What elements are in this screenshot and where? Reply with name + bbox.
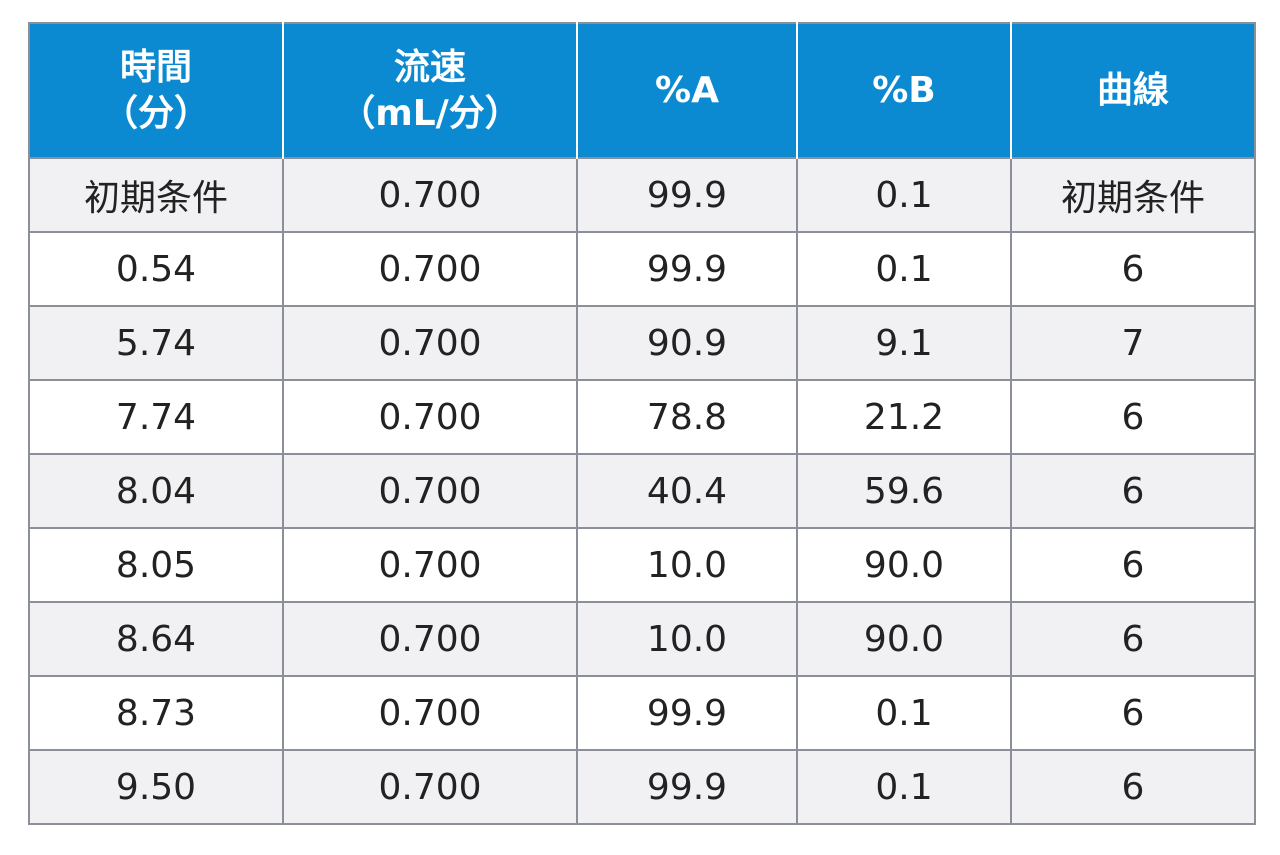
percent-b-cell: 21.2	[796, 379, 1012, 455]
header-percent-a-label: %A	[655, 69, 719, 111]
header-flow-rate: 流速 （mL/分）	[282, 22, 578, 158]
time-cell: 5.74	[28, 305, 284, 381]
flow-rate-cell: 0.700	[282, 231, 578, 307]
percent-a-cell: 90.9	[576, 305, 798, 381]
table-body: 初期条件 0.700 99.9 0.1 初期条件 0.54 0.700 99.9 0.1 6 5.7…	[28, 157, 1256, 825]
percent-a-cell: 99.9	[576, 231, 798, 307]
curve-cell: 6	[1010, 749, 1256, 825]
percent-a-cell: 78.8	[576, 379, 798, 455]
time-cell: 8.64	[28, 601, 284, 677]
header-percent-b-label: %B	[872, 69, 936, 111]
percent-b-cell: 90.0	[796, 601, 1012, 677]
time-cell: 8.05	[28, 527, 284, 603]
header-curve-label: 曲線	[1096, 69, 1169, 111]
percent-b-cell: 0.1	[796, 231, 1012, 307]
flow-rate-cell: 0.700	[282, 157, 578, 233]
curve-cell: 6	[1010, 675, 1256, 751]
curve-cell: 初期条件	[1010, 157, 1256, 233]
percent-a-cell: 99.9	[576, 157, 798, 233]
header-flow-rate-label: 流速	[393, 46, 466, 88]
flow-rate-cell: 0.700	[282, 749, 578, 825]
percent-b-cell: 9.1	[796, 305, 1012, 381]
table-row: 7.74 0.700 78.8 21.2 6	[28, 379, 1256, 455]
table-row: 8.64 0.700 10.0 90.0 6	[28, 601, 1256, 677]
header-time: 時間 （分）	[28, 22, 284, 158]
percent-a-cell: 10.0	[576, 527, 798, 603]
gradient-table: 時間 （分） 流速 （mL/分） %A %B 曲線 初期条件 0.700 99.9 0…	[28, 22, 1256, 825]
table-row: 5.74 0.700 90.9 9.1 7	[28, 305, 1256, 381]
curve-cell: 6	[1010, 231, 1256, 307]
flow-rate-cell: 0.700	[282, 379, 578, 455]
flow-rate-cell: 0.700	[282, 527, 578, 603]
curve-cell: 6	[1010, 379, 1256, 455]
flow-rate-cell: 0.700	[282, 305, 578, 381]
time-cell: 0.54	[28, 231, 284, 307]
header-percent-b: %B	[796, 22, 1012, 158]
curve-cell: 6	[1010, 453, 1256, 529]
table-header: 時間 （分） 流速 （mL/分） %A %B 曲線	[28, 22, 1256, 158]
percent-a-cell: 10.0	[576, 601, 798, 677]
header-row: 時間 （分） 流速 （mL/分） %A %B 曲線	[28, 22, 1256, 158]
curve-cell: 6	[1010, 601, 1256, 677]
curve-cell: 6	[1010, 527, 1256, 603]
time-cell: 9.50	[28, 749, 284, 825]
gradient-table-container: 時間 （分） 流速 （mL/分） %A %B 曲線 初期条件 0.700 99.9 0…	[28, 22, 1256, 825]
table-row: 9.50 0.700 99.9 0.1 6	[28, 749, 1256, 825]
percent-a-cell: 40.4	[576, 453, 798, 529]
table-row: 初期条件 0.700 99.9 0.1 初期条件	[28, 157, 1256, 233]
flow-rate-cell: 0.700	[282, 675, 578, 751]
percent-b-cell: 59.6	[796, 453, 1012, 529]
time-cell: 8.73	[28, 675, 284, 751]
curve-cell: 7	[1010, 305, 1256, 381]
time-cell: 7.74	[28, 379, 284, 455]
header-flow-rate-unit: （mL/分）	[339, 92, 521, 134]
table-row: 8.73 0.700 99.9 0.1 6	[28, 675, 1256, 751]
table-row: 8.04 0.700 40.4 59.6 6	[28, 453, 1256, 529]
percent-b-cell: 0.1	[796, 675, 1012, 751]
table-row: 8.05 0.700 10.0 90.0 6	[28, 527, 1256, 603]
header-curve: 曲線	[1010, 22, 1256, 158]
flow-rate-cell: 0.700	[282, 453, 578, 529]
percent-a-cell: 99.9	[576, 749, 798, 825]
flow-rate-cell: 0.700	[282, 601, 578, 677]
percent-b-cell: 0.1	[796, 749, 1012, 825]
time-cell: 8.04	[28, 453, 284, 529]
percent-b-cell: 90.0	[796, 527, 1012, 603]
percent-a-cell: 99.9	[576, 675, 798, 751]
percent-b-cell: 0.1	[796, 157, 1012, 233]
header-time-label: 時間	[119, 46, 192, 88]
table-row: 0.54 0.700 99.9 0.1 6	[28, 231, 1256, 307]
header-time-unit: （分）	[101, 92, 210, 134]
time-cell: 初期条件	[28, 157, 284, 233]
header-percent-a: %A	[576, 22, 798, 158]
